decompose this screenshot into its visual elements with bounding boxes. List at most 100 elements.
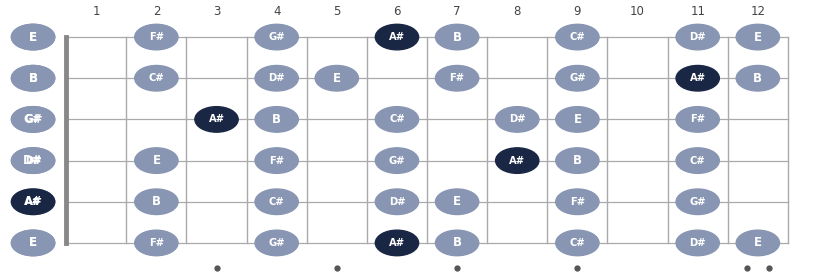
Text: G#: G#: [23, 113, 43, 126]
Ellipse shape: [315, 66, 358, 91]
Ellipse shape: [375, 107, 419, 132]
Ellipse shape: [12, 66, 54, 91]
Text: B: B: [452, 236, 461, 249]
Text: D#: D#: [23, 154, 43, 167]
Text: B: B: [452, 31, 461, 44]
Ellipse shape: [555, 66, 599, 91]
Ellipse shape: [555, 189, 599, 214]
Ellipse shape: [375, 189, 419, 214]
Text: B: B: [272, 113, 281, 126]
Text: C#: C#: [569, 32, 585, 42]
Ellipse shape: [12, 66, 54, 91]
Text: A#: A#: [690, 73, 705, 83]
Ellipse shape: [676, 24, 719, 50]
Text: 2: 2: [152, 5, 160, 18]
Text: E: E: [29, 236, 37, 249]
Ellipse shape: [12, 148, 54, 173]
Ellipse shape: [194, 107, 238, 132]
Text: 4: 4: [273, 5, 280, 18]
Text: C#: C#: [569, 238, 585, 248]
Ellipse shape: [555, 107, 599, 132]
Ellipse shape: [495, 107, 539, 132]
Text: D#: D#: [690, 32, 706, 42]
Text: 7: 7: [453, 5, 461, 18]
Text: A#: A#: [24, 195, 43, 208]
Ellipse shape: [255, 107, 298, 132]
Ellipse shape: [12, 148, 54, 173]
Text: A#: A#: [509, 156, 525, 165]
Text: D#: D#: [269, 73, 285, 83]
Ellipse shape: [135, 66, 178, 91]
Text: G#: G#: [25, 115, 41, 124]
Ellipse shape: [12, 24, 54, 50]
Text: C#: C#: [269, 197, 284, 207]
Text: A#: A#: [25, 197, 41, 207]
Ellipse shape: [375, 230, 419, 256]
Text: F#: F#: [570, 197, 585, 207]
Text: D#: D#: [509, 115, 526, 124]
Text: C#: C#: [690, 156, 705, 165]
Text: A#: A#: [208, 115, 224, 124]
Text: B: B: [29, 72, 38, 85]
Text: D#: D#: [690, 238, 706, 248]
Text: A#: A#: [389, 32, 405, 42]
Text: 8: 8: [513, 5, 521, 18]
Ellipse shape: [736, 66, 780, 91]
Ellipse shape: [135, 24, 178, 50]
Text: 10: 10: [630, 5, 645, 18]
Text: 9: 9: [574, 5, 581, 18]
Text: E: E: [29, 236, 37, 249]
Ellipse shape: [435, 230, 479, 256]
Text: F#: F#: [149, 238, 164, 248]
Ellipse shape: [12, 230, 54, 256]
Ellipse shape: [435, 189, 479, 214]
Text: 5: 5: [333, 5, 340, 18]
Text: E: E: [574, 113, 582, 126]
Text: C#: C#: [148, 73, 164, 83]
Text: E: E: [333, 72, 341, 85]
Text: 12: 12: [751, 5, 765, 18]
Text: B: B: [29, 72, 38, 85]
Text: G#: G#: [269, 238, 285, 248]
Text: F#: F#: [149, 32, 164, 42]
Text: E: E: [754, 236, 762, 249]
Ellipse shape: [555, 148, 599, 173]
Ellipse shape: [555, 24, 599, 50]
Ellipse shape: [135, 230, 178, 256]
Text: G#: G#: [690, 197, 706, 207]
Ellipse shape: [375, 148, 419, 173]
Text: B: B: [152, 195, 161, 208]
Text: F#: F#: [450, 73, 465, 83]
Ellipse shape: [736, 24, 780, 50]
Text: 11: 11: [691, 5, 705, 18]
Text: A#: A#: [389, 238, 405, 248]
Text: E: E: [754, 31, 762, 44]
Ellipse shape: [255, 230, 298, 256]
Text: E: E: [29, 31, 37, 44]
Ellipse shape: [255, 148, 298, 173]
Ellipse shape: [255, 189, 298, 214]
Ellipse shape: [12, 230, 54, 256]
Ellipse shape: [12, 107, 54, 132]
Text: E: E: [29, 31, 37, 44]
Text: D#: D#: [25, 156, 41, 165]
Ellipse shape: [135, 148, 178, 173]
Ellipse shape: [255, 66, 298, 91]
Ellipse shape: [12, 24, 54, 50]
Ellipse shape: [555, 230, 599, 256]
Text: D#: D#: [389, 197, 405, 207]
Text: F#: F#: [269, 156, 284, 165]
Text: F#: F#: [691, 115, 705, 124]
Ellipse shape: [12, 107, 54, 132]
Text: G#: G#: [389, 156, 405, 165]
Text: 1: 1: [92, 5, 100, 18]
Text: B: B: [753, 72, 762, 85]
Ellipse shape: [676, 107, 719, 132]
Ellipse shape: [676, 148, 719, 173]
Ellipse shape: [435, 66, 479, 91]
Text: 3: 3: [213, 5, 220, 18]
Text: G#: G#: [269, 32, 285, 42]
Ellipse shape: [676, 230, 719, 256]
Ellipse shape: [12, 189, 54, 214]
Ellipse shape: [676, 66, 719, 91]
